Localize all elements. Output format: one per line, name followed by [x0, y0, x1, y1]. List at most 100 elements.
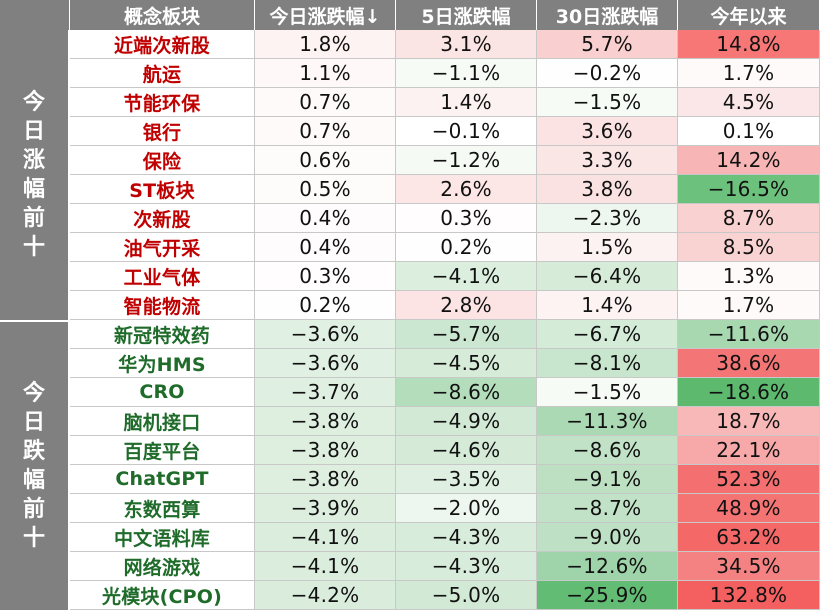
sector-name[interactable]: 航运: [70, 59, 255, 88]
5day-change-cell: −5.0%: [396, 581, 537, 610]
today-change-cell: −4.2%: [255, 581, 396, 610]
30day-change-cell: 1.4%: [537, 291, 678, 320]
5day-change-cell: −4.9%: [396, 407, 537, 436]
5day-change-cell: −5.7%: [396, 320, 537, 349]
30day-change-cell: −8.7%: [537, 494, 678, 523]
5day-change-cell: −4.6%: [396, 436, 537, 465]
table-row[interactable]: 银行 0.7% −0.1% 3.6% 0.1%: [70, 117, 820, 146]
table-row[interactable]: 脑机接口 −3.8% −4.9% −11.3% 18.7%: [70, 407, 820, 436]
today-change-cell: −3.7%: [255, 378, 396, 407]
30day-change-cell: −1.5%: [537, 378, 678, 407]
today-change-cell: −3.9%: [255, 494, 396, 523]
table-row[interactable]: 华为HMS −3.6% −4.5% −8.1% 38.6%: [70, 349, 820, 378]
header-corner: [0, 0, 70, 30]
ytd-change-cell: −18.6%: [678, 378, 820, 407]
table-row[interactable]: 东数西算 −3.9% −2.0% −8.7% 48.9%: [70, 494, 820, 523]
sector-name[interactable]: 保险: [70, 146, 255, 175]
sector-name[interactable]: 近端次新股: [70, 30, 255, 59]
today-change-cell: −4.1%: [255, 552, 396, 581]
sector-name[interactable]: 工业气体: [70, 262, 255, 291]
group-label-char: 日: [22, 119, 45, 144]
sector-name[interactable]: 次新股: [70, 204, 255, 233]
sector-name[interactable]: 智能物流: [70, 291, 255, 320]
sector-name[interactable]: 脑机接口: [70, 407, 255, 436]
5day-change-cell: 0.2%: [396, 233, 537, 262]
30day-change-cell: −9.0%: [537, 523, 678, 552]
sector-name[interactable]: 光模块(CPO): [70, 581, 255, 610]
ytd-change-cell: 14.2%: [678, 146, 820, 175]
sector-name[interactable]: 银行: [70, 117, 255, 146]
5day-change-cell: −4.5%: [396, 349, 537, 378]
30day-change-cell: −1.5%: [537, 88, 678, 117]
30day-change-cell: −6.4%: [537, 262, 678, 291]
5day-change-cell: −4.3%: [396, 523, 537, 552]
sector-name[interactable]: 百度平台: [70, 436, 255, 465]
group-label-char: 幅: [22, 177, 45, 202]
table-row[interactable]: CRO −3.7% −8.6% −1.5% −18.6%: [70, 378, 820, 407]
table-row[interactable]: 航运 1.1% −1.1% −0.2% 1.7%: [70, 59, 820, 88]
group-label-char: 日: [22, 410, 45, 435]
sector-name[interactable]: 节能环保: [70, 88, 255, 117]
header-concept-sector: 概念板块: [70, 0, 255, 30]
group-label-char: 前: [22, 497, 45, 522]
5day-change-cell: −4.1%: [396, 262, 537, 291]
table-row[interactable]: 保险 0.6% −1.2% 3.3% 14.2%: [70, 146, 820, 175]
table-row[interactable]: 百度平台 −3.8% −4.6% −8.6% 22.1%: [70, 436, 820, 465]
group-label-top-gainers: 今日涨幅前十: [0, 30, 70, 320]
30day-change-cell: −12.6%: [537, 552, 678, 581]
sector-name[interactable]: 东数西算: [70, 494, 255, 523]
sector-name[interactable]: 中文语料库: [70, 523, 255, 552]
sector-name[interactable]: 油气开采: [70, 233, 255, 262]
ytd-change-cell: 22.1%: [678, 436, 820, 465]
header-today-change[interactable]: 今日涨跌幅↓: [255, 0, 396, 30]
30day-change-cell: 3.3%: [537, 146, 678, 175]
table-row[interactable]: 次新股 0.4% 0.3% −2.3% 8.7%: [70, 204, 820, 233]
sector-name[interactable]: 网络游戏: [70, 552, 255, 581]
table-row[interactable]: 节能环保 0.7% 1.4% −1.5% 4.5%: [70, 88, 820, 117]
sector-name[interactable]: 华为HMS: [70, 349, 255, 378]
sector-name[interactable]: 新冠特效药: [70, 320, 255, 349]
header-5day-change: 5日涨跌幅: [396, 0, 537, 30]
group-label-top-losers: 今日跌幅前十: [0, 320, 70, 610]
30day-change-cell: −8.6%: [537, 436, 678, 465]
table-row[interactable]: 智能物流 0.2% 2.8% 1.4% 1.7%: [70, 291, 820, 320]
5day-change-cell: 2.8%: [396, 291, 537, 320]
5day-change-cell: 1.4%: [396, 88, 537, 117]
5day-change-cell: −2.0%: [396, 494, 537, 523]
group-label-char: 十: [22, 235, 45, 260]
table-row[interactable]: ST板块 0.5% 2.6% 3.8% −16.5%: [70, 175, 820, 204]
today-change-cell: 1.8%: [255, 30, 396, 59]
group-label-char: 今: [22, 381, 45, 406]
table-row[interactable]: 工业气体 0.3% −4.1% −6.4% 1.3%: [70, 262, 820, 291]
sector-name[interactable]: ST板块: [70, 175, 255, 204]
table-row[interactable]: 油气开采 0.4% 0.2% 1.5% 8.5%: [70, 233, 820, 262]
30day-change-cell: 3.8%: [537, 175, 678, 204]
ytd-change-cell: 8.7%: [678, 204, 820, 233]
ytd-change-cell: 63.2%: [678, 523, 820, 552]
today-change-cell: 0.5%: [255, 175, 396, 204]
ytd-change-cell: 18.7%: [678, 407, 820, 436]
table-row[interactable]: 新冠特效药 −3.6% −5.7% −6.7% −11.6%: [70, 320, 820, 349]
table-row[interactable]: 中文语料库 −4.1% −4.3% −9.0% 63.2%: [70, 523, 820, 552]
table-row[interactable]: ChatGPT −3.8% −3.5% −9.1% 52.3%: [70, 465, 820, 494]
group-label-char: 前: [22, 206, 45, 231]
today-change-cell: 0.4%: [255, 204, 396, 233]
ytd-change-cell: 1.7%: [678, 59, 820, 88]
30day-change-cell: −2.3%: [537, 204, 678, 233]
today-change-cell: 0.7%: [255, 117, 396, 146]
group-label-char: 涨: [22, 148, 45, 173]
ytd-change-cell: 52.3%: [678, 465, 820, 494]
table-row[interactable]: 光模块(CPO) −4.2% −5.0% −25.9% 132.8%: [70, 581, 820, 610]
sector-name[interactable]: CRO: [70, 378, 255, 407]
ytd-change-cell: 0.1%: [678, 117, 820, 146]
sector-name[interactable]: ChatGPT: [70, 465, 255, 494]
table-row[interactable]: 近端次新股 1.8% 3.1% 5.7% 14.8%: [70, 30, 820, 59]
today-change-cell: −3.6%: [255, 320, 396, 349]
today-change-cell: 0.3%: [255, 262, 396, 291]
ytd-change-cell: 1.7%: [678, 291, 820, 320]
5day-change-cell: 3.1%: [396, 30, 537, 59]
header-ytd-change: 今年以来: [678, 0, 820, 30]
ytd-change-cell: −11.6%: [678, 320, 820, 349]
5day-change-cell: −1.1%: [396, 59, 537, 88]
table-row[interactable]: 网络游戏 −4.1% −4.3% −12.6% 34.5%: [70, 552, 820, 581]
